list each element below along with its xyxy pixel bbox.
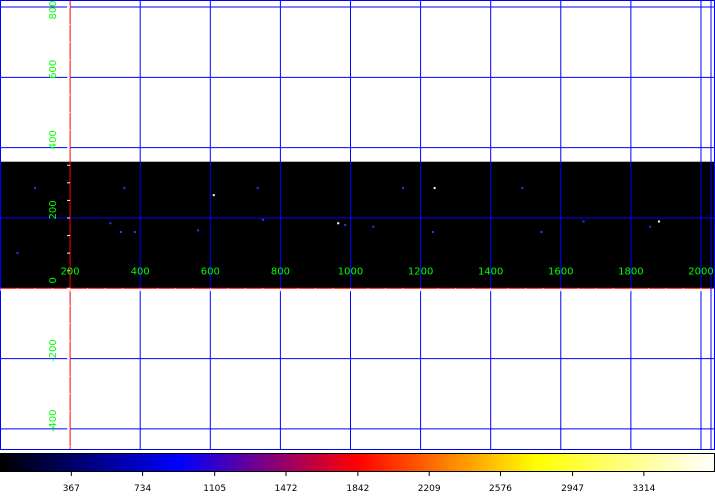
y-tick-label: 800 [48,0,59,19]
star-pixel [372,225,375,228]
x-tick-label: 1000 [338,266,363,277]
colorbar-tick-label: 1472 [275,484,298,494]
x-tick-label: 600 [201,266,220,277]
star-pixel [337,222,340,225]
colorbar-tick-label: 3314 [632,484,655,494]
y-tick-label: 600 [48,60,59,79]
star-pixel [133,231,136,234]
colorbar-tick-label: 2947 [561,484,584,494]
y-tick-label: 400 [48,130,59,149]
y-tick-label: -400 [48,410,59,433]
star-pixel [16,252,19,255]
colorbar-tick-label: 734 [134,484,151,494]
colorbar-gradient [0,453,715,472]
star-pixel [212,194,215,197]
x-tick-label: 1200 [408,266,433,277]
star-pixel [344,224,347,226]
star-pixel [109,222,112,225]
x-tick-label: 800 [271,266,290,277]
star-pixel [582,220,585,223]
star-pixel [119,231,122,234]
x-tick-label: 1600 [548,266,573,277]
star-pixel [402,187,405,190]
colorbar-tick-label: 2209 [418,484,441,494]
star-pixel [123,187,126,190]
colorbar-tick-label: 1105 [203,484,226,494]
y-tick-label: 0 [48,277,59,283]
x-tick-label: 2000 [688,266,713,277]
image-viewer[interactable]: 200 400 600 800 1000 1200 1400 1600 1800 2000 -400… [0,0,715,450]
x-tick-label: 1400 [478,266,503,277]
star-pixel [256,187,259,190]
colorbar-tick-label: 367 [63,484,80,494]
star-pixel [34,187,37,190]
y-tick-label: 200 [48,200,59,219]
star-pixel [431,231,434,234]
image-canvas[interactable]: 200 400 600 800 1000 1200 1400 1600 1800 2000-400… [0,0,715,450]
image-data-band [0,161,715,289]
star-pixel [649,225,652,228]
x-tick-label: 400 [131,266,150,277]
x-tick-label: 1800 [618,266,643,277]
star-pixel [197,229,200,232]
star-pixel [261,218,264,221]
colorbar-tick-label: 1842 [346,484,369,494]
colorbar-svg: 367 734 1105 1472 1842 2209 2576 2947 3314 [0,453,715,494]
star-pixel [540,231,543,234]
y-tick-label: -200 [48,339,59,362]
star-pixel [521,187,524,190]
colorbar: 367 734 1105 1472 1842 2209 2576 2947 3314 [0,452,715,495]
x-tick-label: 200 [61,266,80,277]
star-pixel [433,187,436,190]
star-pixel [657,220,660,223]
colorbar-tick-label: 2576 [489,484,512,494]
